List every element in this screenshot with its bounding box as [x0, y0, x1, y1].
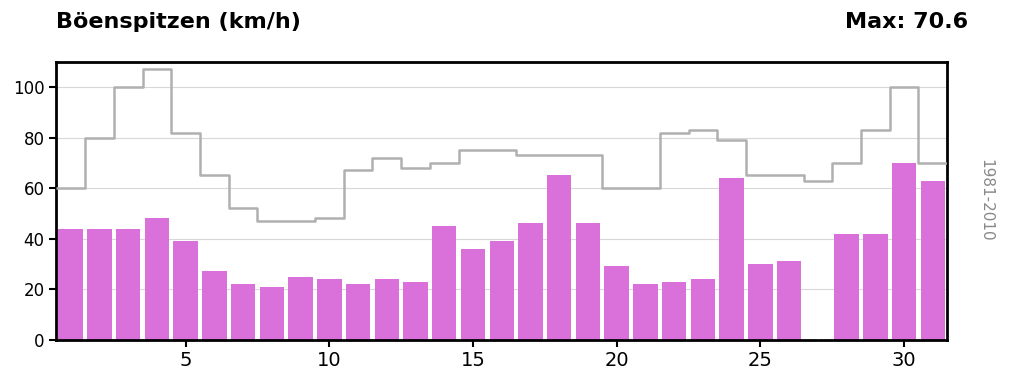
Bar [720, 178, 743, 340]
Bar [777, 261, 802, 340]
Bar [604, 266, 629, 340]
Bar [230, 284, 255, 340]
Text: Max: 70.6: Max: 70.6 [845, 12, 968, 32]
Bar [575, 223, 600, 340]
Bar [518, 223, 543, 340]
Bar [317, 279, 342, 340]
Bar [921, 181, 945, 340]
Bar [260, 287, 284, 340]
Bar [489, 241, 514, 340]
Bar [403, 281, 428, 340]
Bar [662, 281, 686, 340]
Text: 1981-2010: 1981-2010 [978, 159, 993, 242]
Bar [749, 264, 773, 340]
Bar [144, 218, 169, 340]
Bar [863, 234, 888, 340]
Bar [547, 176, 571, 340]
Bar [461, 249, 485, 340]
Bar [375, 279, 399, 340]
Bar [432, 226, 457, 340]
Bar [835, 234, 859, 340]
Bar [116, 229, 140, 340]
Bar [87, 229, 112, 340]
Bar [58, 229, 83, 340]
Bar [346, 284, 371, 340]
Bar [202, 271, 226, 340]
Text: Böenspitzen (km/h): Böenspitzen (km/h) [56, 12, 301, 32]
Bar [289, 276, 312, 340]
Bar [892, 163, 916, 340]
Bar [173, 241, 198, 340]
Bar [691, 279, 715, 340]
Bar [633, 284, 657, 340]
